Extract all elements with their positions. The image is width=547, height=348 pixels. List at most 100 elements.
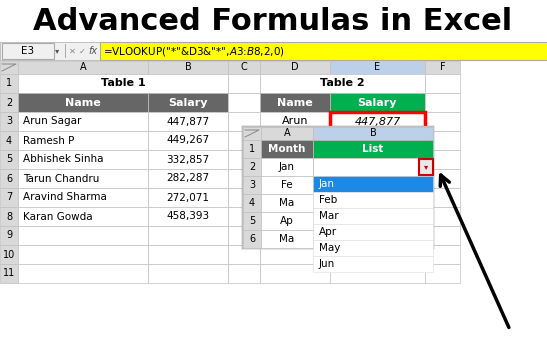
Bar (18, 61, 148, 74)
Bar (419, 159, 433, 175)
Bar (243, 194, 261, 212)
Bar (18, 188, 148, 207)
Text: ▾: ▾ (55, 47, 59, 55)
Bar (228, 74, 260, 93)
Bar (313, 256, 433, 272)
Text: E: E (375, 63, 381, 72)
Bar (425, 226, 460, 245)
Text: Mar: Mar (319, 211, 339, 221)
Text: 3: 3 (249, 180, 255, 190)
Bar (261, 158, 313, 176)
Bar (425, 264, 460, 283)
Text: A: A (284, 128, 290, 139)
Bar (2, 43, 54, 59)
Text: 282,287: 282,287 (166, 174, 210, 183)
Bar (100, 42, 547, 60)
Text: Jan: Jan (279, 162, 295, 172)
Bar (425, 188, 460, 207)
Bar (228, 61, 260, 74)
Bar (18, 74, 228, 93)
Text: Ap: Ap (280, 216, 294, 226)
Bar (261, 212, 313, 230)
Bar (0, 188, 18, 207)
Text: List: List (362, 144, 383, 154)
Bar (148, 150, 228, 169)
Text: 1: 1 (6, 79, 12, 88)
Text: 6: 6 (249, 234, 255, 244)
Bar (148, 245, 228, 264)
Bar (330, 131, 425, 150)
Text: Name: Name (277, 97, 313, 108)
Bar (0, 226, 18, 245)
Bar (261, 176, 313, 194)
Bar (260, 131, 330, 150)
Bar (18, 150, 148, 169)
Bar (330, 93, 425, 112)
Text: Salary: Salary (358, 97, 397, 108)
Bar (313, 127, 433, 140)
Text: A: A (80, 63, 86, 72)
Bar (228, 169, 260, 188)
Bar (0, 74, 18, 93)
Bar (228, 207, 260, 226)
Text: ✓: ✓ (79, 47, 85, 55)
Text: Fe: Fe (281, 180, 293, 190)
Bar (18, 93, 148, 112)
Bar (228, 150, 260, 169)
Bar (425, 207, 460, 226)
Text: fx: fx (89, 46, 97, 56)
Bar (330, 207, 425, 226)
Bar (425, 61, 460, 74)
Text: Feb: Feb (319, 195, 337, 205)
Text: Arun Sagar: Arun Sagar (23, 117, 82, 127)
Bar (243, 127, 261, 140)
Bar (228, 131, 260, 150)
Bar (425, 169, 460, 188)
Bar (313, 192, 433, 208)
Bar (0, 207, 18, 226)
Bar (330, 245, 425, 264)
Bar (0, 131, 18, 150)
Text: Karan Gowda: Karan Gowda (23, 212, 92, 221)
Bar (18, 207, 148, 226)
Bar (313, 224, 433, 240)
Bar (313, 230, 433, 248)
Text: Table 2: Table 2 (320, 79, 365, 88)
Bar (0, 61, 18, 74)
Text: Salary: Salary (168, 97, 208, 108)
Bar (18, 245, 148, 264)
Text: 3: 3 (6, 117, 12, 127)
Bar (18, 169, 148, 188)
Bar (0, 245, 18, 264)
Bar (65, 44, 66, 58)
Text: Jun: Jun (319, 259, 335, 269)
Text: Abhishek Sinha: Abhishek Sinha (23, 155, 103, 165)
Bar (148, 188, 228, 207)
Text: 2: 2 (249, 162, 255, 172)
Text: F: F (440, 63, 445, 72)
Bar (242, 126, 434, 249)
Bar (425, 131, 460, 150)
Bar (260, 188, 330, 207)
Bar (330, 264, 425, 283)
Text: 8: 8 (6, 212, 12, 221)
Bar (260, 93, 330, 112)
Bar (313, 140, 433, 158)
Bar (148, 112, 228, 131)
Text: Apr: Apr (319, 227, 337, 237)
Bar (243, 212, 261, 230)
Bar (18, 264, 148, 283)
Bar (313, 176, 433, 192)
Text: Ma: Ma (280, 198, 295, 208)
Bar (0, 0, 547, 42)
Bar (313, 176, 433, 194)
Bar (260, 207, 330, 226)
Bar (0, 264, 18, 283)
Bar (261, 230, 313, 248)
Bar (18, 131, 148, 150)
Bar (260, 74, 425, 93)
Bar (261, 140, 313, 158)
Text: 5: 5 (6, 155, 12, 165)
Text: =VLOOKUP("*"&D3&"*",$A$3:$B$8,2,0): =VLOOKUP("*"&D3&"*",$A$3:$B$8,2,0) (103, 45, 285, 57)
Bar (313, 240, 433, 256)
